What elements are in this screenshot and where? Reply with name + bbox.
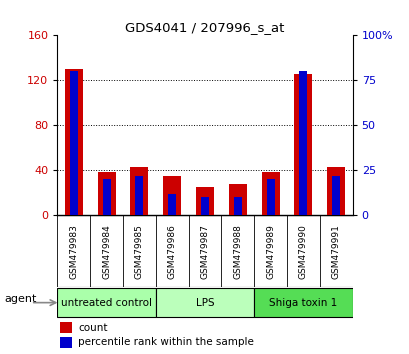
Bar: [130, 167, 148, 216]
Bar: [254, 288, 352, 317]
Bar: [261, 172, 279, 216]
Bar: [200, 198, 209, 216]
Bar: [60, 322, 72, 333]
Bar: [228, 184, 246, 216]
Bar: [294, 74, 312, 216]
Bar: [331, 176, 339, 216]
Bar: [326, 167, 344, 216]
Bar: [57, 288, 155, 317]
Bar: [135, 176, 143, 216]
Text: GSM479991: GSM479991: [331, 224, 340, 279]
Bar: [155, 288, 254, 317]
Text: untreated control: untreated control: [61, 298, 152, 308]
Bar: [102, 179, 110, 216]
Bar: [299, 72, 307, 216]
Text: GSM479987: GSM479987: [200, 224, 209, 279]
Bar: [60, 337, 72, 348]
Text: GSM479984: GSM479984: [102, 224, 111, 279]
Bar: [65, 69, 83, 216]
Bar: [266, 179, 274, 216]
Title: GDS4041 / 207996_s_at: GDS4041 / 207996_s_at: [125, 21, 284, 34]
Bar: [196, 187, 213, 216]
Text: agent: agent: [4, 294, 36, 304]
Text: percentile rank within the sample: percentile rank within the sample: [78, 337, 253, 348]
Text: GSM479989: GSM479989: [265, 224, 274, 279]
Text: LPS: LPS: [195, 298, 214, 308]
Bar: [97, 172, 115, 216]
Text: GSM479986: GSM479986: [167, 224, 176, 279]
Text: GSM479988: GSM479988: [233, 224, 242, 279]
Text: count: count: [78, 322, 107, 332]
Bar: [168, 194, 176, 216]
Bar: [163, 176, 181, 216]
Text: Shiga toxin 1: Shiga toxin 1: [269, 298, 337, 308]
Bar: [70, 72, 78, 216]
Text: GSM479985: GSM479985: [135, 224, 144, 279]
Bar: [233, 198, 241, 216]
Text: GSM479990: GSM479990: [298, 224, 307, 279]
Text: GSM479983: GSM479983: [69, 224, 78, 279]
